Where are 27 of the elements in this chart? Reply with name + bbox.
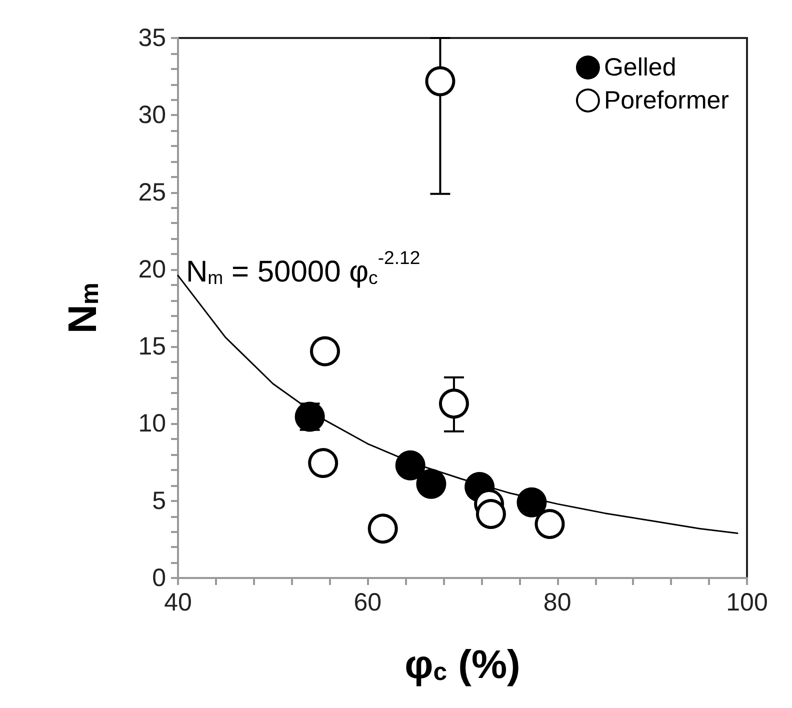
x-tick-label: 80	[543, 588, 572, 616]
y-tick-label: 10	[138, 410, 166, 438]
legend-label: Poreformer	[604, 86, 730, 114]
x-tick-label: 40	[164, 588, 192, 616]
x-tick-label: 100	[726, 588, 768, 616]
x-axis-title: φc (%)	[404, 643, 520, 687]
point	[308, 448, 338, 478]
y-tick-label: 25	[138, 178, 166, 206]
point	[368, 514, 398, 544]
point	[395, 450, 426, 480]
legend-label: Gelled	[604, 54, 676, 82]
point	[438, 388, 469, 419]
point	[516, 487, 547, 518]
y-tick-label: 0	[152, 564, 166, 592]
y-tick-label: 5	[152, 486, 166, 515]
y-tick-label: 20	[138, 255, 166, 284]
point	[310, 336, 340, 366]
y-tick-label: 35	[138, 24, 166, 52]
y-axis-title: Nm	[61, 282, 105, 334]
point	[534, 509, 565, 539]
x-tick-label: 60	[354, 588, 382, 616]
point	[476, 498, 506, 529]
point	[425, 66, 456, 96]
y-tick-label: 15	[138, 332, 166, 361]
annotation: Nm = 50000 φc-2.12	[186, 247, 420, 288]
point	[416, 468, 446, 499]
y-tick-label: 30	[138, 101, 166, 130]
